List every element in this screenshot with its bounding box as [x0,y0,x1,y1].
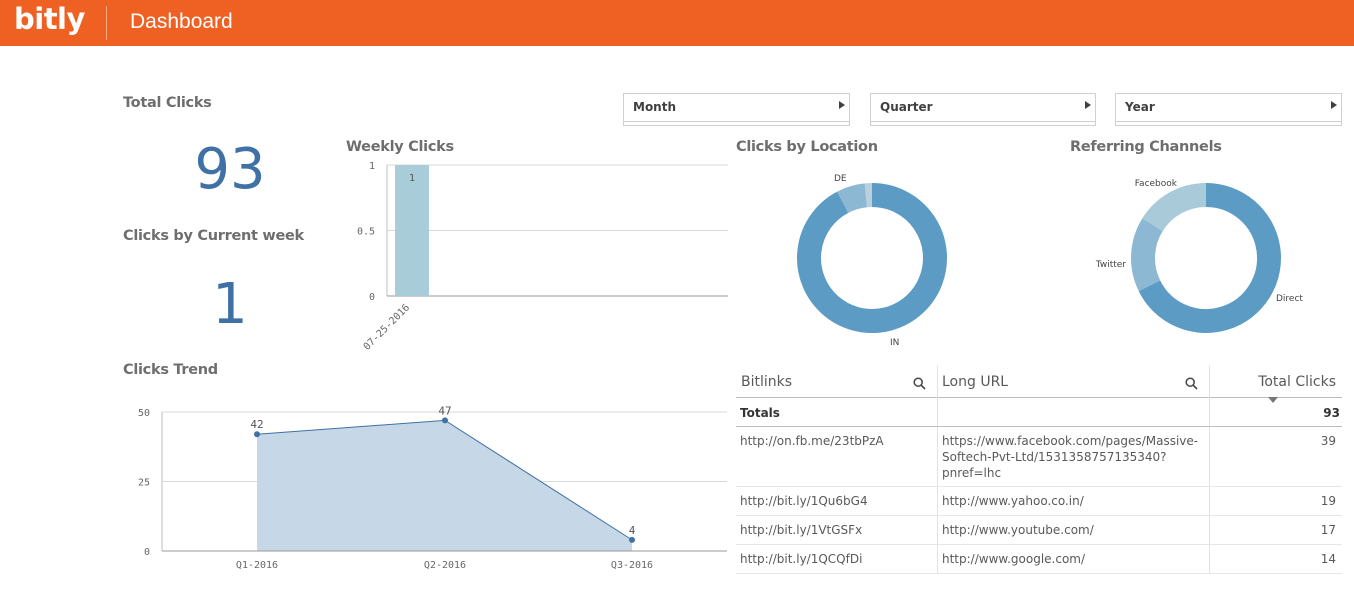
filter-year[interactable]: Year [1115,93,1342,126]
bitlink-cell[interactable]: http://bit.ly/1QCQfDi [740,552,863,566]
donut-slice [1142,183,1207,232]
clicks-by-location-chart: IN DE [797,174,947,348]
weekly-clicks-chart: 0 0.5 1 1 07-25-2016 [357,161,728,353]
trend-data-label: 4 [629,524,636,537]
y-tick-label: 0 [369,292,375,303]
donut-label: Direct [1276,294,1303,304]
long-url-cell[interactable]: http://www.yahoo.co.in/ [942,494,1084,508]
trend-area [257,420,632,551]
bitlinks-table: Bitlinks Long URL Total Clicks Totals 93… [736,366,1342,576]
x-tick-label: Q1-2016 [236,560,278,571]
filter-year-label: Year [1125,100,1155,114]
donut-slice [1138,183,1281,333]
y-tick-label: 0.5 [357,227,375,238]
total-clicks-value: 93 [194,137,266,202]
donut-slice [1131,218,1163,292]
donut-label: IN [890,338,899,348]
donut-label: Facebook [1135,179,1178,189]
bitlink-cell[interactable]: http://bit.ly/1VtGSFx [740,523,863,537]
donut-label: Twitter [1095,260,1126,270]
weekly-clicks-title: Weekly Clicks [346,139,454,155]
page-title: Dashboard [130,10,233,33]
clicks-cell: 39 [1320,434,1336,448]
column-divider [1209,366,1210,573]
caret-right-icon [1085,101,1091,109]
filter-quarter-label: Quarter [880,100,933,114]
caret-right-icon [839,101,845,109]
totals-value: 93 [1323,406,1340,420]
clicks-trend-title: Clicks Trend [123,362,218,378]
referring-channels-title: Referring Channels [1070,139,1222,155]
x-tick-label: Q3-2016 [611,560,653,571]
column-header-long-url[interactable]: Long URL [942,374,1009,390]
caret-right-icon [1331,101,1337,109]
long-url-line: pnref=lhc [942,466,1002,480]
search-icon[interactable] [1185,377,1198,390]
x-tick-label: Q2-2016 [424,560,466,571]
x-tick-label: 07-25-2016 [362,302,412,352]
filter-month-label: Month [633,100,677,114]
sort-desc-icon[interactable] [1268,397,1278,403]
table-row[interactable]: http://bit.ly/1QCQfDi http://www.google.… [736,545,1342,574]
referring-channels-chart: Direct Twitter Facebook [1095,179,1303,333]
clicks-trend-chart: 0 25 50 42 Q1-2016 47 Q2-2016 4 Q3-2016 [138,404,727,571]
filter-underline [871,121,1095,122]
column-header-bitlinks[interactable]: Bitlinks [741,374,793,390]
bitly-logo[interactable]: bitly [14,2,85,36]
trend-point [254,431,260,438]
long-url-line: Softech-Pvt-Ltd/1531358757135340? [942,450,1167,464]
column-divider [937,366,938,573]
current-week-value: 1 [212,272,248,337]
long-url-cell[interactable]: https://www.facebook.com/pages/Massive- … [942,433,1198,481]
table-header: Bitlinks Long URL Total Clicks [736,366,1342,398]
donut-slice [837,183,868,214]
table-row[interactable]: http://on.fb.me/23tbPzA https://www.face… [736,427,1342,487]
bitlink-cell[interactable]: http://bit.ly/1Qu6bG4 [740,494,868,508]
trend-data-label: 42 [250,418,263,431]
current-week-title: Clicks by Current week [123,228,304,244]
trend-data-label: 47 [438,404,451,417]
search-icon[interactable] [913,377,926,390]
clicks-cell: 19 [1320,494,1336,508]
filter-quarter[interactable]: Quarter [870,93,1096,126]
header-divider [106,6,107,40]
donut-slice [797,183,947,333]
long-url-line: https://www.facebook.com/pages/Massive- [942,434,1199,448]
y-tick-label: 1 [369,161,375,172]
clicks-by-location-title: Clicks by Location [736,139,878,155]
long-url-cell[interactable]: http://www.youtube.com/ [942,523,1094,537]
app-header: bitly Dashboard [0,0,1354,46]
column-header-total-clicks[interactable]: Total Clicks [1258,374,1336,390]
filter-underline [1116,121,1341,122]
table-row[interactable]: http://bit.ly/1Qu6bG4 http://www.yahoo.c… [736,487,1342,516]
total-clicks-title: Total Clicks [123,95,212,111]
long-url-cell[interactable]: http://www.google.com/ [942,552,1086,566]
trend-point [442,417,448,424]
y-tick-label: 0 [144,547,150,558]
y-tick-label: 25 [138,478,150,489]
trend-point [629,536,635,543]
table-totals-row: Totals 93 [736,399,1342,427]
filter-underline [624,121,849,122]
totals-label: Totals [740,406,780,420]
bar [395,165,429,296]
clicks-cell: 17 [1320,523,1336,537]
table-row[interactable]: http://bit.ly/1VtGSFx http://www.youtube… [736,516,1342,545]
filter-month[interactable]: Month [623,93,850,126]
bar-data-label: 1 [409,173,415,184]
clicks-cell: 14 [1320,552,1336,566]
donut-label: DE [834,174,847,184]
y-tick-label: 50 [138,408,150,419]
bitlink-cell[interactable]: http://on.fb.me/23tbPzA [740,434,884,448]
